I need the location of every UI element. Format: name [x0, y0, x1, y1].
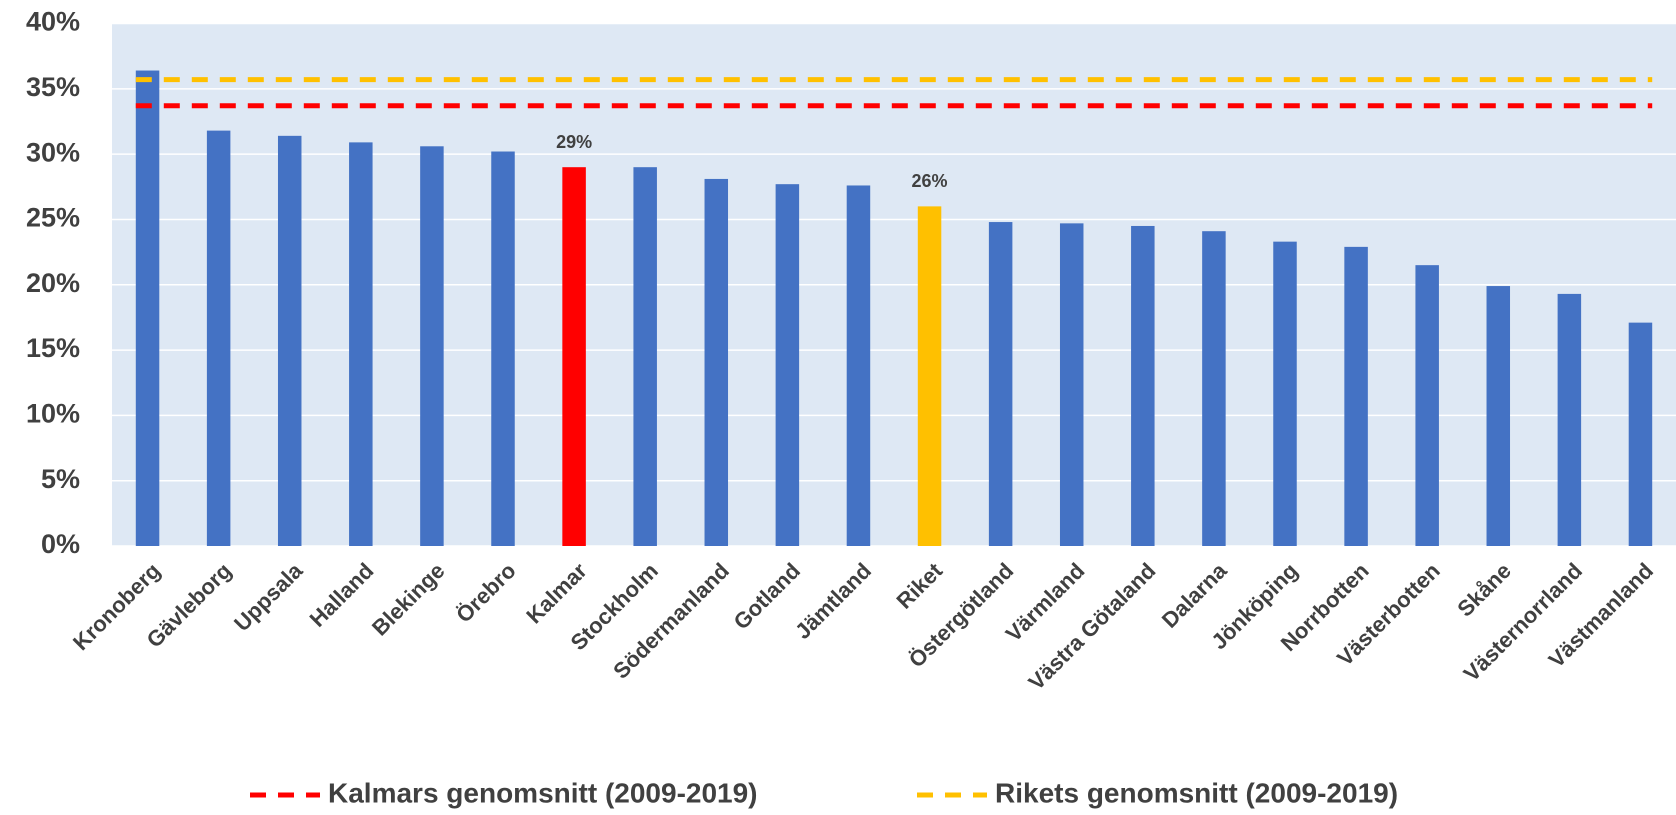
bar	[775, 184, 800, 546]
bar	[1202, 231, 1226, 546]
legend-label: Rikets genomsnitt (2009-2019)	[995, 777, 1398, 808]
x-tick-label: Uppsala	[229, 557, 308, 636]
x-tick-label: Riket	[891, 557, 947, 613]
x-tick-label: Kalmar	[521, 558, 592, 629]
y-tick-label: 25%	[26, 203, 80, 233]
x-tick-label: Halland	[305, 558, 379, 632]
bar	[1628, 322, 1653, 546]
bar	[349, 142, 373, 546]
bar	[704, 178, 729, 546]
y-tick-label: 40%	[26, 7, 80, 37]
x-tick-label: Jämtland	[790, 558, 876, 644]
x-tick-label: Örebro	[451, 558, 521, 628]
x-tick-label: Skåne	[1452, 558, 1516, 622]
legend-label: Kalmars genomsnitt (2009-2019)	[328, 777, 758, 808]
bar	[277, 135, 302, 546]
y-tick-label: 35%	[26, 72, 80, 102]
bar	[846, 185, 871, 546]
data-label: 26%	[912, 171, 948, 191]
y-tick-label: 30%	[26, 137, 80, 167]
x-tick-label: Västra Götaland	[1023, 558, 1160, 695]
bar	[1415, 265, 1439, 546]
bar	[988, 222, 1013, 547]
bar	[1131, 225, 1155, 546]
bar	[562, 167, 586, 546]
bar	[135, 70, 160, 547]
bar	[206, 130, 231, 547]
y-tick-label: 10%	[26, 399, 80, 429]
bar	[1557, 293, 1582, 546]
bar	[633, 167, 657, 546]
bar	[917, 206, 942, 546]
bar	[1344, 246, 1368, 546]
y-tick-label: 5%	[41, 464, 80, 494]
data-label: 29%	[556, 132, 592, 152]
bar	[1273, 241, 1297, 547]
bar	[1486, 286, 1511, 546]
bar	[1059, 223, 1084, 546]
y-tick-label: 0%	[41, 529, 80, 559]
x-tick-label: Blekinge	[367, 558, 450, 641]
bar	[420, 146, 444, 546]
bar	[491, 151, 515, 546]
y-tick-label: 20%	[26, 268, 80, 298]
y-tick-label: 15%	[26, 333, 80, 363]
